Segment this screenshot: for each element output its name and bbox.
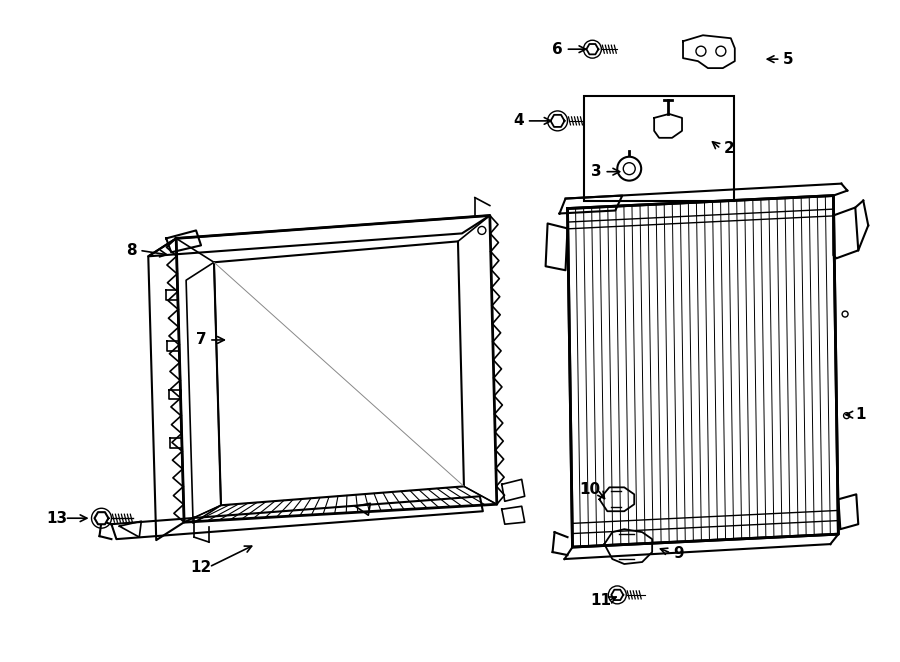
Polygon shape	[168, 389, 181, 399]
Polygon shape	[148, 216, 490, 256]
Polygon shape	[611, 590, 624, 600]
Polygon shape	[166, 230, 201, 252]
Polygon shape	[587, 44, 599, 54]
Polygon shape	[148, 238, 184, 540]
Polygon shape	[545, 224, 568, 270]
Polygon shape	[170, 438, 182, 448]
Polygon shape	[120, 521, 141, 537]
Circle shape	[716, 46, 725, 56]
Circle shape	[624, 163, 635, 175]
Circle shape	[843, 412, 850, 418]
Polygon shape	[502, 506, 525, 524]
Polygon shape	[502, 479, 525, 501]
Polygon shape	[560, 195, 622, 214]
Text: 13: 13	[46, 510, 68, 526]
Circle shape	[478, 226, 486, 234]
Text: 5: 5	[783, 52, 794, 67]
Text: 11: 11	[590, 593, 611, 608]
Text: 10: 10	[579, 482, 600, 497]
Text: 2: 2	[724, 141, 734, 156]
Polygon shape	[654, 114, 682, 138]
Polygon shape	[551, 115, 564, 127]
Circle shape	[842, 311, 848, 317]
Polygon shape	[599, 487, 634, 511]
Polygon shape	[356, 503, 370, 515]
Circle shape	[696, 46, 706, 56]
Polygon shape	[166, 290, 177, 300]
Polygon shape	[683, 35, 734, 68]
Polygon shape	[833, 207, 859, 258]
Polygon shape	[604, 529, 652, 564]
Circle shape	[617, 157, 641, 181]
Polygon shape	[839, 495, 859, 529]
Polygon shape	[167, 341, 179, 352]
Text: 6: 6	[553, 42, 562, 57]
Bar	[584, 96, 734, 201]
Text: 4: 4	[513, 113, 524, 128]
Text: 7: 7	[195, 332, 206, 348]
Text: 9: 9	[674, 545, 684, 561]
Text: 12: 12	[191, 559, 211, 575]
Polygon shape	[176, 216, 497, 522]
Polygon shape	[568, 195, 839, 547]
Polygon shape	[94, 512, 108, 524]
Polygon shape	[112, 496, 483, 539]
Text: 3: 3	[591, 164, 602, 179]
Text: 8: 8	[126, 243, 137, 258]
Text: 1: 1	[855, 407, 866, 422]
Polygon shape	[186, 262, 221, 523]
